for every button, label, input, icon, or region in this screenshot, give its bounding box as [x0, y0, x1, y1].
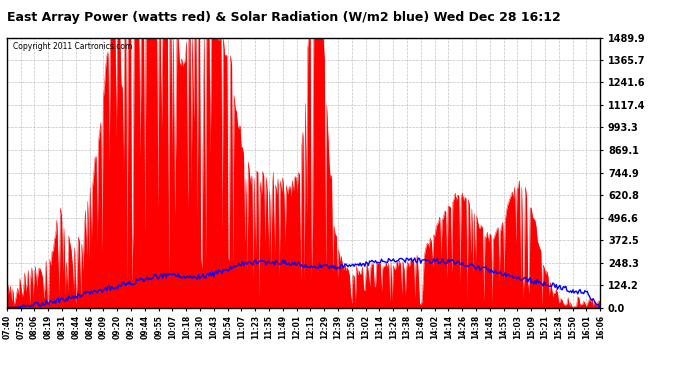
Text: East Array Power (watts red) & Solar Radiation (W/m2 blue) Wed Dec 28 16:12: East Array Power (watts red) & Solar Rad… [7, 11, 561, 24]
Text: Copyright 2011 Cartronics.com: Copyright 2011 Cartronics.com [13, 42, 132, 51]
